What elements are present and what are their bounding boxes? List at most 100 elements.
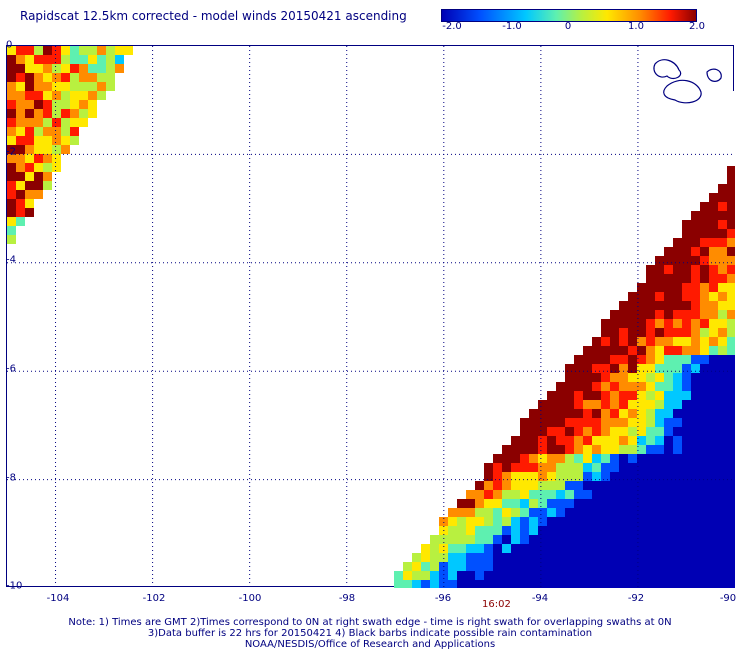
wind-cell — [709, 364, 718, 373]
x-tick-label: -94 — [531, 593, 549, 604]
wind-cell — [538, 409, 547, 418]
wind-cell — [628, 517, 637, 526]
wind-cell — [475, 571, 484, 580]
wind-cell — [7, 127, 16, 136]
wind-cell — [628, 400, 637, 409]
wind-cell — [601, 319, 610, 328]
wind-cell — [700, 580, 709, 589]
wind-cell — [520, 463, 529, 472]
wind-cell — [601, 472, 610, 481]
wind-cell — [628, 544, 637, 553]
wind-cell — [430, 553, 439, 562]
wind-cell — [655, 373, 664, 382]
wind-cell — [673, 445, 682, 454]
colorbar-tick-label: -2.0 — [442, 21, 462, 32]
wind-cell — [79, 73, 88, 82]
wind-cell — [709, 355, 718, 364]
wind-cell — [466, 580, 475, 589]
wind-cell — [601, 373, 610, 382]
wind-cell — [430, 562, 439, 571]
wind-cell — [52, 127, 61, 136]
x-tick-label: -104 — [46, 593, 70, 604]
wind-cell — [556, 517, 565, 526]
wind-cell — [538, 400, 547, 409]
wind-cell — [52, 136, 61, 145]
wind-cell — [709, 247, 718, 256]
wind-cell — [52, 82, 61, 91]
wind-cell — [655, 454, 664, 463]
wind-cell — [682, 571, 691, 580]
wind-cell — [556, 409, 565, 418]
wind-cell — [673, 463, 682, 472]
wind-cell — [565, 400, 574, 409]
wind-cell — [700, 373, 709, 382]
wind-cell — [727, 247, 736, 256]
wind-cell — [709, 193, 718, 202]
wind-cell — [7, 64, 16, 73]
wind-cell — [700, 382, 709, 391]
wind-cell — [430, 580, 439, 589]
wind-cell — [475, 508, 484, 517]
wind-cell — [628, 472, 637, 481]
wind-cell — [61, 118, 70, 127]
wind-cell — [475, 499, 484, 508]
wind-cell — [565, 427, 574, 436]
wind-cell — [682, 481, 691, 490]
wind-cell — [547, 418, 556, 427]
wind-cell — [583, 418, 592, 427]
wind-cell — [592, 364, 601, 373]
wind-cell — [619, 535, 628, 544]
wind-cell — [682, 427, 691, 436]
wind-cell — [709, 283, 718, 292]
wind-cell — [664, 463, 673, 472]
wind-cell — [556, 526, 565, 535]
wind-cell — [484, 499, 493, 508]
wind-cell — [727, 481, 736, 490]
wind-cell — [583, 427, 592, 436]
wind-cell — [610, 535, 619, 544]
wind-cell — [529, 418, 538, 427]
wind-cell — [484, 580, 493, 589]
wind-cell — [97, 64, 106, 73]
wind-cell — [610, 481, 619, 490]
wind-cell — [34, 154, 43, 163]
wind-cell — [655, 427, 664, 436]
wind-cell — [673, 400, 682, 409]
wind-cell — [646, 337, 655, 346]
wind-cell — [592, 526, 601, 535]
wind-cell — [700, 364, 709, 373]
wind-cell — [673, 436, 682, 445]
wind-cell — [727, 229, 736, 238]
wind-cell — [502, 508, 511, 517]
wind-cell — [25, 64, 34, 73]
wind-cell — [88, 82, 97, 91]
wind-cell — [646, 292, 655, 301]
wind-cell — [466, 544, 475, 553]
wind-cell — [718, 409, 727, 418]
wind-cell — [718, 355, 727, 364]
wind-cell — [7, 109, 16, 118]
y-tick-label: -8 — [6, 472, 16, 484]
wind-cell — [43, 82, 52, 91]
wind-cell — [592, 580, 601, 589]
wind-cell — [637, 436, 646, 445]
wind-cell — [655, 571, 664, 580]
wind-cell — [583, 499, 592, 508]
wind-cell — [43, 145, 52, 154]
wind-cell — [52, 145, 61, 154]
wind-cell — [16, 181, 25, 190]
wind-cell — [565, 454, 574, 463]
wind-cell — [574, 373, 583, 382]
wind-cell — [583, 571, 592, 580]
wind-cell — [583, 409, 592, 418]
wind-cell — [628, 463, 637, 472]
wind-cell — [628, 319, 637, 328]
wind-cell — [637, 445, 646, 454]
wind-cell — [403, 580, 412, 589]
wind-cell — [43, 109, 52, 118]
wind-cell — [79, 46, 88, 55]
wind-cell — [475, 526, 484, 535]
wind-cell — [583, 364, 592, 373]
wind-cell — [619, 436, 628, 445]
wind-cell — [610, 454, 619, 463]
